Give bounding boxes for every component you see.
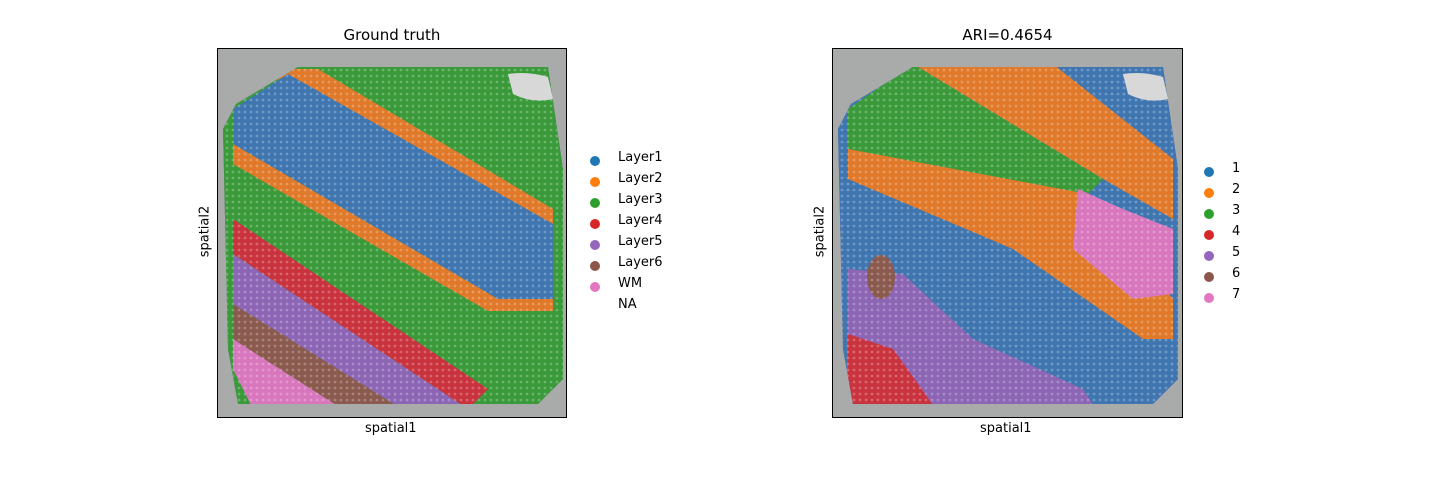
left-panel-title: Ground truth <box>343 26 441 44</box>
legend-marker <box>1204 272 1214 282</box>
legend-label: Layer6 <box>618 255 663 270</box>
legend-label: Layer2 <box>618 171 663 186</box>
legend-marker <box>1204 209 1214 219</box>
legend-marker <box>1204 293 1214 303</box>
right-tissue-image <box>833 49 1182 417</box>
left-tissue-image <box>218 49 566 417</box>
legend-marker <box>1204 188 1214 198</box>
right-panel-title: ARI=0.4654 <box>962 26 1053 44</box>
legend-marker <box>1204 230 1214 240</box>
legend-label: 3 <box>1232 203 1241 218</box>
legend-marker <box>590 156 600 166</box>
legend-marker <box>590 261 600 271</box>
right-xlabel: spatial1 <box>980 421 1032 436</box>
legend-label: 7 <box>1232 287 1241 302</box>
legend-label: 1 <box>1232 161 1241 176</box>
legend-label: Layer4 <box>618 213 663 228</box>
legend-marker <box>1204 167 1214 177</box>
right-spatial-plot <box>832 48 1183 418</box>
right-ylabel: spatial2 <box>812 205 828 258</box>
legend-marker <box>590 282 600 292</box>
legend-label: NA <box>618 297 637 312</box>
legend-marker <box>590 198 600 208</box>
legend-label: Layer5 <box>618 234 663 249</box>
legend-label: 6 <box>1232 266 1241 281</box>
legend-marker <box>1204 251 1214 261</box>
legend-label: WM <box>618 276 643 291</box>
left-spatial-plot <box>217 48 567 418</box>
legend-marker <box>590 219 600 229</box>
legend-label: 4 <box>1232 224 1241 239</box>
left-ylabel: spatial2 <box>197 205 213 258</box>
left-xlabel: spatial1 <box>365 421 417 436</box>
legend-label: 2 <box>1232 182 1241 197</box>
legend-marker <box>590 240 600 250</box>
legend-label: 5 <box>1232 245 1241 260</box>
legend-marker <box>590 177 600 187</box>
legend-label: Layer3 <box>618 192 663 207</box>
legend-label: Layer1 <box>618 150 663 165</box>
